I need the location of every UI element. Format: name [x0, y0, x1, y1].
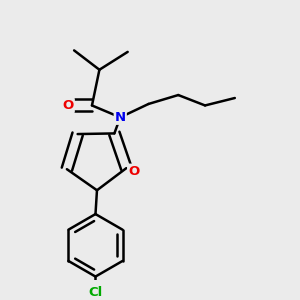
Text: O: O [128, 165, 140, 178]
Text: O: O [62, 99, 74, 112]
Text: N: N [115, 111, 126, 124]
Text: Cl: Cl [88, 286, 103, 299]
